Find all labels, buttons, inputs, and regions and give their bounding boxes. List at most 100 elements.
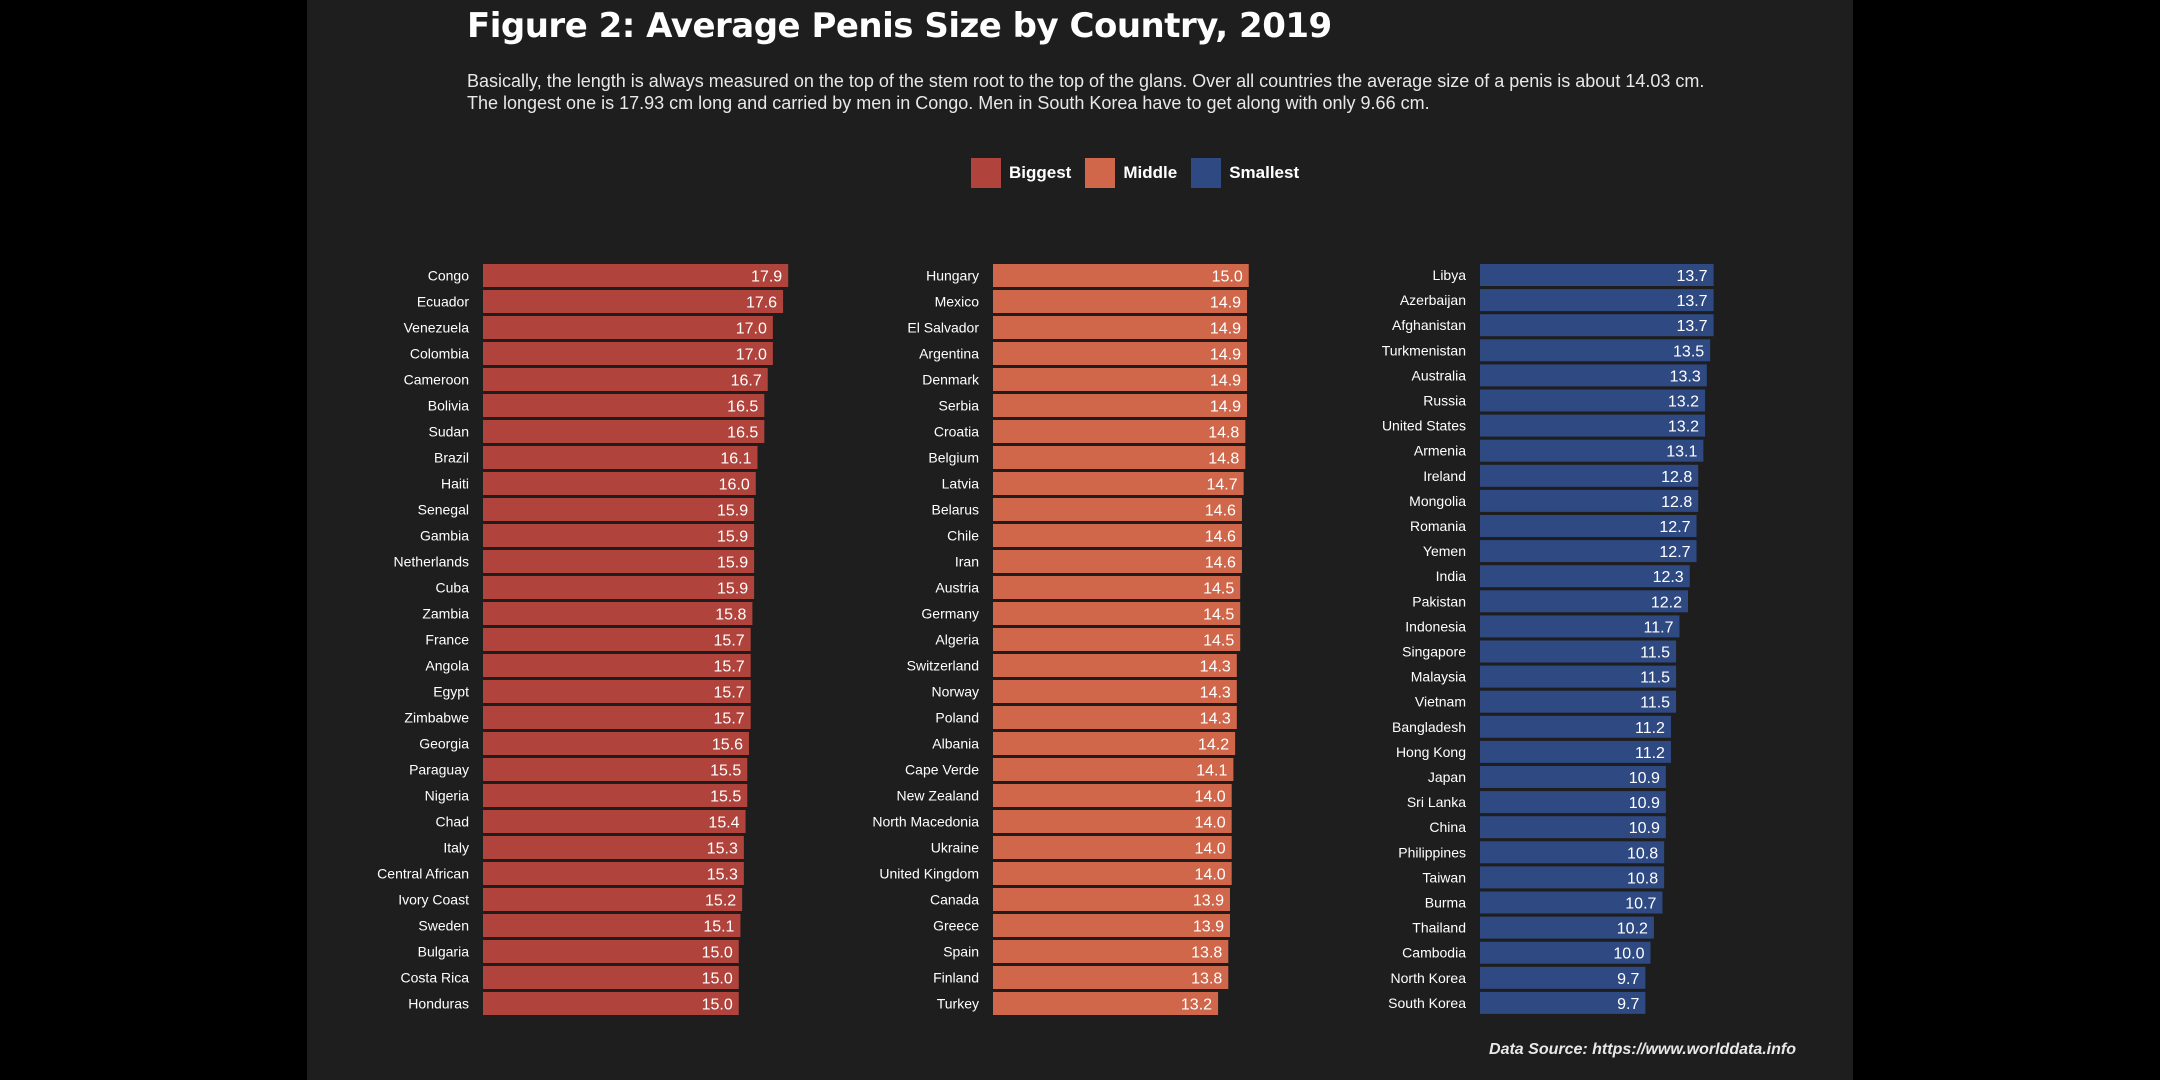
value-label-ireland: 12.8 bbox=[1661, 469, 1692, 486]
category-label-colombia: Colombia bbox=[410, 346, 469, 362]
bar-switzerland bbox=[993, 654, 1237, 677]
value-label-romania: 12.7 bbox=[1659, 519, 1690, 536]
category-label-el-salvador: El Salvador bbox=[907, 320, 979, 336]
category-label-austria: Austria bbox=[935, 580, 979, 596]
bar-united-kingdom bbox=[993, 862, 1232, 885]
value-label-china: 10.9 bbox=[1629, 820, 1660, 837]
category-label-mexico: Mexico bbox=[935, 294, 980, 310]
chart-legend: Biggest Middle Smallest bbox=[971, 158, 1313, 188]
category-label-brazil: Brazil bbox=[434, 450, 469, 466]
category-label-vietnam: Vietnam bbox=[1415, 694, 1466, 710]
value-label-nigeria: 15.5 bbox=[710, 789, 741, 806]
bar-bulgaria bbox=[483, 940, 739, 963]
value-label-serbia: 14.9 bbox=[1210, 399, 1241, 416]
data-source-note: Data Source: https://www.worlddata.info bbox=[1489, 1041, 1796, 1058]
category-label-algeria: Algeria bbox=[935, 632, 979, 648]
value-label-zambia: 15.8 bbox=[715, 607, 746, 624]
bar-sweden bbox=[483, 914, 741, 937]
panel-smallest: Libya 13.7 Azerbaijan 13.7 Afghanistan 13.7 Tu… bbox=[1382, 264, 1714, 1014]
category-label-belarus: Belarus bbox=[932, 502, 979, 518]
value-label-south-korea: 9.7 bbox=[1617, 996, 1639, 1013]
value-label-costa-rica: 15.0 bbox=[702, 971, 733, 988]
bar-denmark bbox=[993, 368, 1248, 391]
bar-philippines bbox=[1480, 841, 1665, 864]
bar-cuba bbox=[483, 576, 755, 599]
category-label-croatia: Croatia bbox=[934, 424, 979, 440]
category-label-singapore: Singapore bbox=[1402, 644, 1466, 660]
legend-label-biggest: Biggest bbox=[1009, 163, 1072, 182]
category-label-bulgaria: Bulgaria bbox=[418, 944, 470, 960]
value-label-hungary: 15.0 bbox=[1212, 269, 1243, 286]
bar-india bbox=[1480, 565, 1690, 588]
panel-middle: Hungary 15.0 Mexico 14.9 El Salvador 14.9 Arge… bbox=[872, 264, 1249, 1015]
value-label-pakistan: 12.2 bbox=[1651, 594, 1682, 611]
bar-cambodia bbox=[1480, 941, 1651, 964]
value-label-norway: 14.3 bbox=[1200, 685, 1231, 702]
value-label-india: 12.3 bbox=[1653, 569, 1684, 586]
value-label-japan: 10.9 bbox=[1629, 770, 1660, 787]
value-label-switzerland: 14.3 bbox=[1200, 659, 1231, 676]
value-label-congo: 17.9 bbox=[751, 269, 782, 286]
category-label-hong-kong: Hong Kong bbox=[1396, 744, 1466, 760]
bar-mexico bbox=[993, 290, 1248, 313]
category-label-spain: Spain bbox=[943, 944, 979, 960]
value-label-el-salvador: 14.9 bbox=[1210, 321, 1241, 338]
category-label-new-zealand: New Zealand bbox=[897, 788, 980, 804]
category-label-romania: Romania bbox=[1410, 518, 1466, 534]
value-label-cambodia: 10.0 bbox=[1613, 946, 1644, 963]
category-label-china: China bbox=[1429, 819, 1466, 835]
category-label-indonesia: Indonesia bbox=[1405, 618, 1466, 634]
bar-netherlands bbox=[483, 550, 755, 573]
category-label-nigeria: Nigeria bbox=[425, 788, 470, 804]
value-label-gambia: 15.9 bbox=[717, 529, 748, 546]
value-label-latvia: 14.7 bbox=[1206, 477, 1237, 494]
category-label-turkey: Turkey bbox=[937, 996, 979, 1012]
bar-south-korea bbox=[1480, 991, 1646, 1014]
category-label-canada: Canada bbox=[930, 892, 979, 908]
bar-cameroon bbox=[483, 368, 768, 391]
value-label-new-zealand: 14.0 bbox=[1195, 789, 1226, 806]
bar-greece bbox=[993, 914, 1230, 937]
category-label-taiwan: Taiwan bbox=[1422, 869, 1466, 885]
value-label-italy: 15.3 bbox=[707, 841, 738, 858]
bar-yemen bbox=[1480, 540, 1697, 563]
bar-poland bbox=[993, 706, 1237, 729]
bar-argentina bbox=[993, 342, 1248, 365]
category-label-burma: Burma bbox=[1425, 895, 1466, 911]
bar-romania bbox=[1480, 515, 1697, 537]
value-label-spain: 13.8 bbox=[1191, 945, 1222, 962]
value-label-libya: 13.7 bbox=[1676, 268, 1707, 285]
value-label-brazil: 16.1 bbox=[720, 451, 751, 468]
bar-cape-verde bbox=[993, 758, 1234, 781]
value-label-turkmenistan: 13.5 bbox=[1673, 343, 1704, 360]
category-label-russia: Russia bbox=[1423, 393, 1466, 409]
value-label-cameroon: 16.7 bbox=[731, 373, 762, 390]
bar-finland bbox=[993, 966, 1229, 989]
category-label-central-african: Central African bbox=[377, 866, 469, 882]
value-label-vietnam: 11.5 bbox=[1640, 695, 1670, 712]
bar-north-macedonia bbox=[993, 810, 1232, 833]
value-label-north-korea: 9.7 bbox=[1617, 971, 1639, 988]
value-label-chad: 15.4 bbox=[708, 815, 739, 832]
value-label-cape-verde: 14.1 bbox=[1196, 763, 1227, 780]
bar-egypt bbox=[483, 680, 751, 703]
bar-ivory-coast bbox=[483, 888, 743, 911]
category-label-egypt: Egypt bbox=[433, 684, 469, 700]
value-label-albania: 14.2 bbox=[1198, 737, 1229, 754]
category-label-libya: Libya bbox=[1433, 267, 1467, 283]
value-label-mexico: 14.9 bbox=[1210, 295, 1241, 312]
value-label-sri-lanka: 10.9 bbox=[1629, 795, 1660, 812]
legend-label-middle: Middle bbox=[1123, 163, 1178, 182]
category-label-finland: Finland bbox=[933, 970, 979, 986]
bar-chile bbox=[993, 524, 1242, 547]
bar-paraguay bbox=[483, 758, 748, 781]
legend-label-smallest: Smallest bbox=[1229, 163, 1300, 182]
bar-hungary bbox=[993, 264, 1249, 287]
legend-item-biggest: Biggest bbox=[971, 158, 1071, 188]
value-label-bangladesh: 11.2 bbox=[1635, 720, 1665, 737]
bar-central-african bbox=[483, 862, 744, 885]
bar-austria bbox=[993, 576, 1241, 599]
bar-libya bbox=[1480, 264, 1714, 286]
value-label-ivory-coast: 15.2 bbox=[705, 893, 736, 910]
value-label-united-kingdom: 14.0 bbox=[1195, 867, 1226, 884]
